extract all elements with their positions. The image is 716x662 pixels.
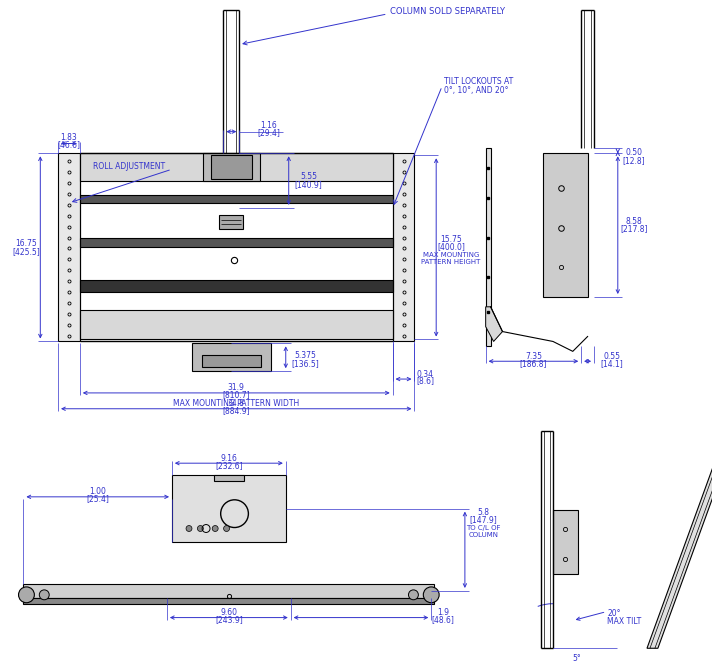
Text: TILT LOCKOUTS AT: TILT LOCKOUTS AT xyxy=(444,77,513,85)
Text: [186.8]: [186.8] xyxy=(520,359,547,367)
Text: PATTERN HEIGHT: PATTERN HEIGHT xyxy=(421,260,480,265)
Text: 5.375: 5.375 xyxy=(294,351,316,360)
Polygon shape xyxy=(647,448,716,648)
Text: [14.1]: [14.1] xyxy=(601,359,623,367)
Bar xyxy=(80,310,392,340)
Text: 0.55: 0.55 xyxy=(604,352,620,361)
Text: 1.16: 1.16 xyxy=(261,121,277,130)
Text: 5°: 5° xyxy=(573,653,581,662)
Text: 0.50: 0.50 xyxy=(625,148,642,157)
Text: MAX MOUNTING PATTERN WIDTH: MAX MOUNTING PATTERN WIDTH xyxy=(173,399,299,408)
Text: 16.75: 16.75 xyxy=(16,239,37,248)
Bar xyxy=(203,154,260,181)
Text: 20°: 20° xyxy=(607,609,621,618)
Text: [884.9]: [884.9] xyxy=(223,406,250,415)
Text: 0°, 10°, AND 20°: 0°, 10°, AND 20° xyxy=(444,85,508,95)
Bar xyxy=(553,510,578,574)
Text: [425.5]: [425.5] xyxy=(13,247,40,256)
Circle shape xyxy=(212,526,218,532)
Text: [12.8]: [12.8] xyxy=(622,156,645,165)
Text: [232.6]: [232.6] xyxy=(215,461,243,469)
Text: 1.83: 1.83 xyxy=(61,133,77,142)
Bar xyxy=(24,584,434,598)
Text: 5.8: 5.8 xyxy=(478,508,490,517)
Text: 0.34: 0.34 xyxy=(417,369,433,379)
Bar xyxy=(543,154,588,297)
Text: [217.8]: [217.8] xyxy=(620,224,647,234)
Text: COLUMN SOLD SEPARATELY: COLUMN SOLD SEPARATELY xyxy=(390,7,505,17)
Text: 34.8: 34.8 xyxy=(228,399,245,408)
Text: [46.6]: [46.6] xyxy=(57,140,80,149)
Bar xyxy=(202,355,261,367)
Bar xyxy=(214,475,243,481)
Text: 5.55: 5.55 xyxy=(300,172,317,181)
Text: MAX TILT: MAX TILT xyxy=(607,617,642,626)
Bar xyxy=(58,154,80,342)
Circle shape xyxy=(408,590,418,600)
Text: [147.9]: [147.9] xyxy=(470,515,498,524)
Text: TO C/L OF: TO C/L OF xyxy=(466,524,501,530)
Text: [136.5]: [136.5] xyxy=(291,359,319,367)
Bar xyxy=(80,280,392,292)
Bar xyxy=(192,344,271,371)
Text: [29.4]: [29.4] xyxy=(258,128,281,137)
Bar xyxy=(172,475,286,542)
Text: [140.9]: [140.9] xyxy=(295,180,322,189)
Circle shape xyxy=(186,526,192,532)
Circle shape xyxy=(39,590,49,600)
Circle shape xyxy=(423,587,439,602)
Text: [400.0]: [400.0] xyxy=(437,242,465,251)
Text: 7.35: 7.35 xyxy=(525,352,542,361)
Text: [243.9]: [243.9] xyxy=(215,615,243,624)
Polygon shape xyxy=(485,307,503,342)
Text: [48.6]: [48.6] xyxy=(432,615,455,624)
Text: 9.60: 9.60 xyxy=(221,608,237,617)
Text: [8.6]: [8.6] xyxy=(417,377,435,385)
Bar xyxy=(24,598,434,604)
Text: 1.9: 1.9 xyxy=(437,608,449,617)
Bar xyxy=(485,148,490,346)
Circle shape xyxy=(19,587,34,602)
Text: 15.75: 15.75 xyxy=(440,235,462,244)
Text: ROLL ADJUSTMENT: ROLL ADJUSTMENT xyxy=(93,162,165,171)
Text: MAX MOUNTING: MAX MOUNTING xyxy=(423,252,479,258)
Circle shape xyxy=(223,526,230,532)
Bar xyxy=(211,156,252,179)
Text: 8.58: 8.58 xyxy=(625,216,642,226)
Bar xyxy=(219,214,243,228)
Bar xyxy=(392,154,415,342)
Text: COLUMN: COLUMN xyxy=(469,532,498,538)
Text: 9.16: 9.16 xyxy=(221,453,237,463)
Bar xyxy=(80,238,392,248)
Bar xyxy=(80,154,392,181)
Bar xyxy=(80,195,392,203)
Text: [25.4]: [25.4] xyxy=(86,495,109,503)
Text: 31.9: 31.9 xyxy=(228,383,245,393)
Text: 1.00: 1.00 xyxy=(90,487,106,496)
Text: [810.7]: [810.7] xyxy=(223,391,250,399)
Circle shape xyxy=(198,526,203,532)
